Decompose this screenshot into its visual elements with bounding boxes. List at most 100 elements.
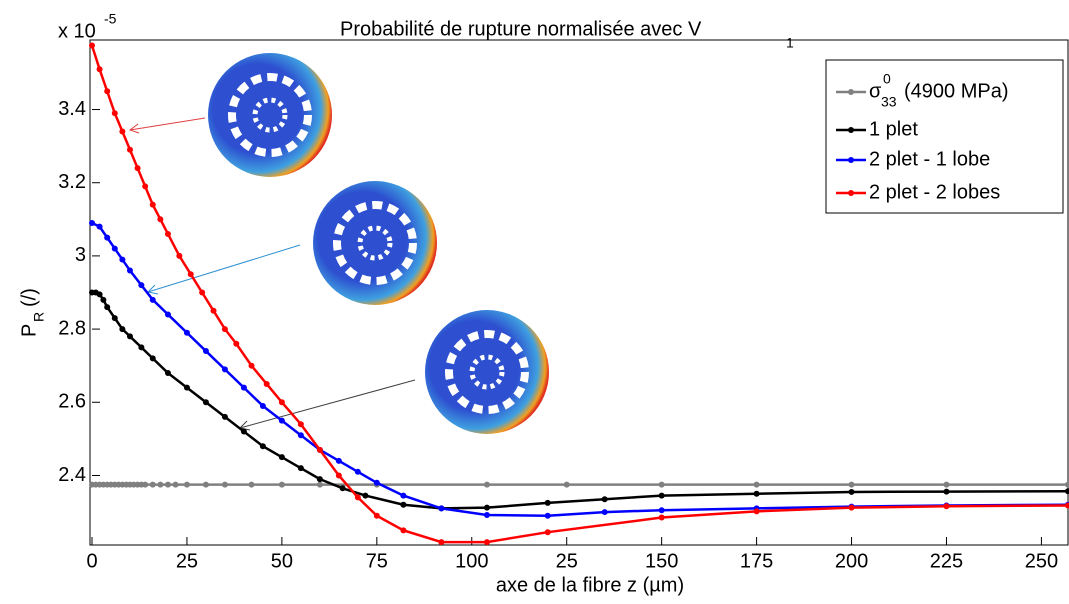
data-point — [183, 329, 190, 336]
data-point — [848, 481, 855, 488]
x-tick-label: 25 — [176, 550, 198, 572]
y-label-main: P — [18, 324, 40, 337]
data-point — [1065, 488, 1069, 495]
data-point — [362, 492, 369, 499]
data-point — [1065, 481, 1069, 488]
data-point — [601, 509, 608, 516]
data-point — [373, 479, 380, 486]
data-point — [202, 399, 209, 406]
data-point — [183, 481, 190, 488]
data-point — [544, 529, 551, 536]
data-point — [221, 366, 228, 373]
legend-label: 2 plet - 2 lobes — [869, 181, 1000, 203]
x-tick-label: 200 — [835, 550, 868, 572]
data-point — [240, 384, 247, 391]
data-point — [658, 492, 665, 499]
data-point — [176, 252, 183, 259]
data-point — [119, 128, 126, 135]
y-axis-label: P R (/) — [18, 288, 46, 337]
data-point — [164, 311, 171, 318]
data-point — [142, 481, 149, 488]
data-point — [149, 296, 156, 303]
data-point — [601, 496, 608, 503]
data-point — [149, 355, 156, 362]
data-point — [335, 472, 342, 479]
data-point — [96, 291, 103, 298]
x-tick-label: 25 — [556, 550, 578, 572]
data-point — [848, 488, 855, 495]
data-point — [297, 465, 304, 472]
x-tick-label: 100 — [455, 550, 488, 572]
data-point — [753, 481, 760, 488]
data-point — [753, 508, 760, 515]
data-point — [259, 402, 266, 409]
data-point — [96, 223, 103, 230]
y-tick-label: 3 — [75, 244, 86, 266]
x-tick-label: 150 — [645, 550, 678, 572]
data-point — [89, 42, 95, 49]
data-point — [1065, 502, 1069, 509]
data-point — [164, 370, 171, 377]
x-axis-label: axe de la fibre z (µm) — [496, 574, 684, 596]
data-point — [134, 165, 141, 172]
legend-label: 1 plet — [869, 118, 918, 140]
data-point — [354, 468, 361, 475]
data-point — [544, 512, 551, 519]
legend-marker — [848, 157, 854, 163]
data-point — [259, 443, 266, 450]
data-point — [126, 146, 133, 153]
data-point — [142, 183, 149, 190]
data-point — [263, 380, 270, 387]
data-point — [164, 481, 171, 488]
data-point — [483, 481, 490, 488]
data-point — [221, 413, 228, 420]
data-point — [199, 289, 206, 296]
legend-label: 2 plet - 1 lobe — [869, 148, 990, 170]
data-point — [248, 481, 255, 488]
y-label-suffix: (/) — [18, 288, 40, 307]
data-point — [297, 432, 304, 439]
data-point — [278, 481, 285, 488]
data-point — [89, 219, 95, 226]
legend-suffix: (4900 MPa) — [904, 80, 1009, 102]
data-point — [316, 476, 323, 483]
data-point — [119, 326, 126, 333]
data-point — [111, 110, 118, 117]
x-tick-label: 250 — [1025, 550, 1058, 572]
data-point — [202, 348, 209, 355]
exponent: -5 — [104, 11, 117, 27]
data-point — [111, 245, 118, 252]
data-point — [483, 539, 490, 546]
data-point — [400, 527, 407, 534]
legend-marker — [848, 127, 854, 133]
data-point — [138, 282, 145, 289]
data-point — [400, 492, 407, 499]
data-point — [848, 504, 855, 511]
data-point — [172, 481, 179, 488]
x-tick-label: 50 — [271, 550, 293, 572]
y-tick-label: 3.2 — [58, 171, 86, 193]
data-point — [278, 454, 285, 461]
data-point — [149, 481, 156, 488]
x-tick-label: 0 — [86, 550, 97, 572]
data-point — [278, 417, 285, 424]
data-point — [126, 267, 133, 274]
data-point — [248, 362, 255, 369]
data-point — [753, 490, 760, 497]
data-point — [354, 494, 361, 501]
data-point — [164, 230, 171, 237]
data-point — [233, 340, 240, 347]
data-point — [373, 512, 380, 519]
data-point — [157, 216, 164, 223]
data-point — [104, 304, 111, 311]
data-point — [943, 503, 950, 510]
x-tick-label: 75 — [366, 550, 388, 572]
data-point — [339, 485, 346, 492]
data-point — [483, 504, 490, 511]
legend: σ0 33 (4900 MPa) 1 plet 2 plet - 1 lobe 2 ple… — [825, 59, 1064, 214]
legend-sub: 33 — [881, 94, 897, 110]
data-point — [187, 271, 194, 278]
data-point — [658, 507, 665, 514]
data-point — [335, 457, 342, 464]
